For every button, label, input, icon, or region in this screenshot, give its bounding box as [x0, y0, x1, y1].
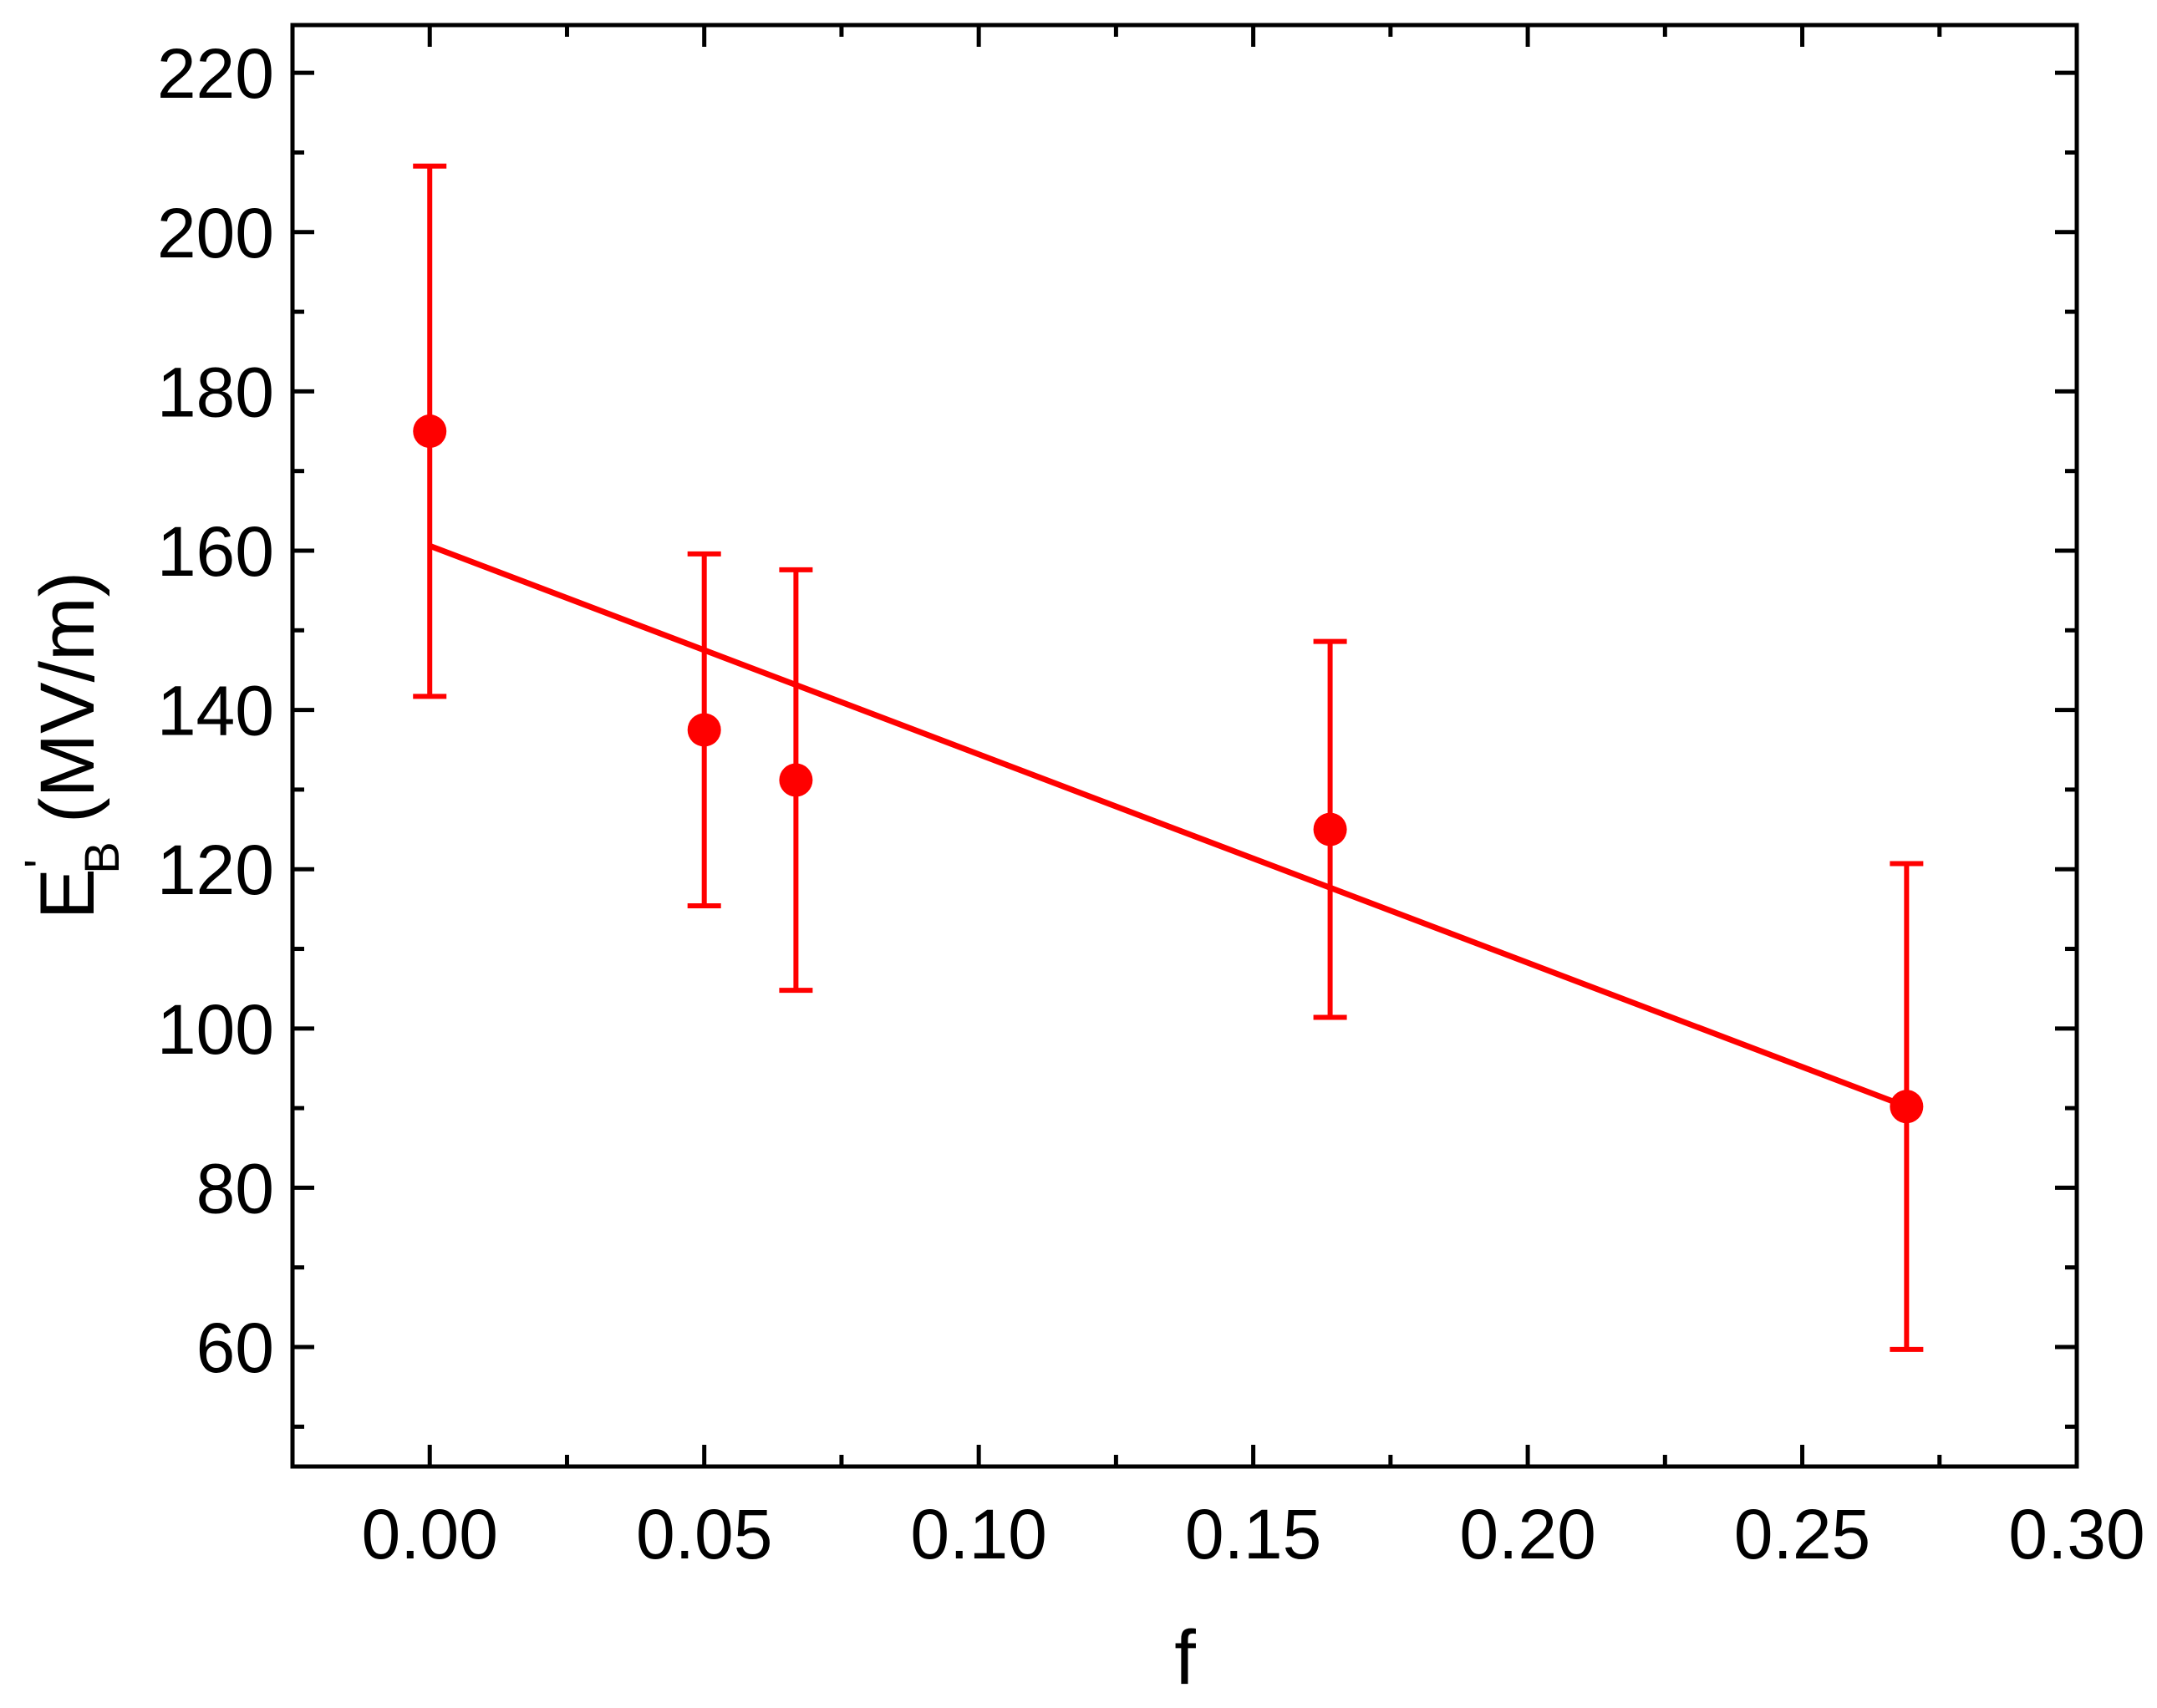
fit-line [428, 543, 1908, 1110]
x-tick-label: 0.15 [1185, 1495, 1322, 1573]
y-tick-label: 160 [157, 512, 274, 591]
point [687, 713, 721, 747]
y-tick-label: 220 [157, 34, 274, 113]
x-tick-label: 0.30 [2008, 1495, 2145, 1573]
y-label-unit: (MV/m) [25, 572, 110, 823]
x-axis-label: f [1174, 1615, 1196, 1700]
y-tick-label: 200 [157, 194, 274, 272]
plot-frame [290, 23, 2079, 1469]
y-label-main: E [25, 868, 110, 919]
x-tick-label: 0.10 [910, 1495, 1047, 1573]
x-tick-label: 0.00 [361, 1495, 498, 1573]
x-tick-label: 0.20 [1459, 1495, 1596, 1573]
y-label-sub: B [75, 841, 130, 874]
point [1313, 812, 1347, 846]
point [413, 414, 447, 449]
y-tick-label: 60 [196, 1309, 274, 1387]
x-tick-label: 0.25 [1734, 1495, 1871, 1573]
y-tick-label: 80 [196, 1149, 274, 1228]
y-tick-label: 120 [157, 831, 274, 909]
y-tick-label: 140 [157, 672, 274, 750]
point [779, 763, 813, 797]
y-tick-label: 100 [157, 990, 274, 1069]
y-label-sup: ' [15, 859, 69, 868]
y-tick-label: 180 [157, 353, 274, 431]
y-axis-label: E' B (MV/m) [15, 572, 130, 920]
x-tick-label: 0.05 [636, 1495, 773, 1573]
